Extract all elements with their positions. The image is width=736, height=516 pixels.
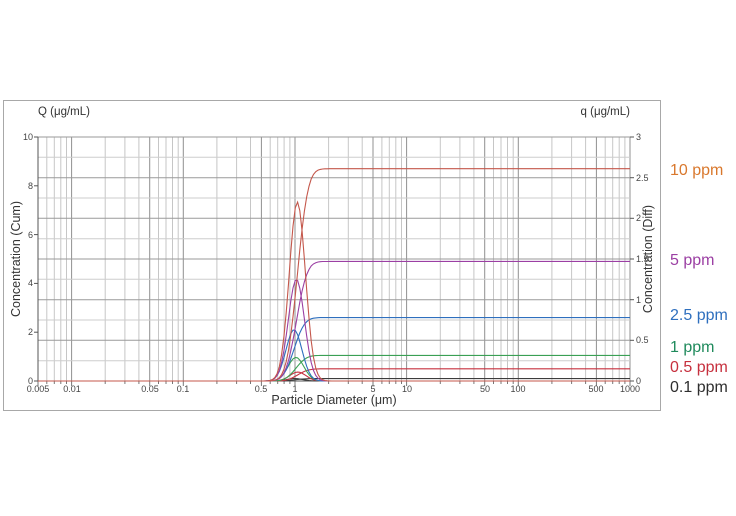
y-right-tick-label: 1.5 [636,254,649,264]
y-right-tick-label: 0.5 [636,335,649,345]
x-tick-label: 0.05 [141,384,159,394]
y-right-tick-label: 0 [636,376,642,386]
x-tick-label: 10 [401,384,413,394]
x-tick-label: 500 [588,384,604,394]
x-tick-label: 0.005 [26,384,50,394]
x-tick-label: 1 [292,384,298,394]
legend-item-25ppm: 2.5 ppm [670,307,728,324]
chart-panel [3,100,661,411]
y-left-header: Q (μg/mL) [38,106,90,118]
legend-item-5ppm: 5 ppm [670,252,715,269]
x-tick-label: 5 [370,384,376,394]
y-right-tick-label: 2.5 [636,173,649,183]
legend-item-1ppm: 1 ppm [670,339,715,356]
y-left-tick-label: 2 [27,327,33,337]
x-tick-label: 1000 [619,384,641,394]
x-tick-label: 0.5 [254,384,268,394]
x-tick-label: 50 [479,384,491,394]
x-tick-label: 100 [510,384,526,394]
legend-item-10ppm: 10 ppm [670,162,724,179]
y-right-tick-label: 2 [636,213,642,223]
x-axis-title: Particle Diameter (μm) [271,393,397,407]
x-tick-label: 0.1 [176,384,190,394]
y-left-tick-label: 4 [27,278,33,288]
y-left-axis-title: Concentration (Cum) [9,200,23,318]
y-left-tick-label: 0 [27,376,33,386]
y-right-tick-label: 3 [636,132,642,142]
y-right-header: q (μg/mL) [580,106,630,118]
legend-item-01ppm: 0.1 ppm [670,379,728,396]
x-tick-label: 0.01 [63,384,81,394]
y-left-tick-label: 6 [27,230,33,240]
y-left-tick-label: 8 [27,181,33,191]
legend-item-05ppm: 0.5 ppm [670,359,728,376]
y-right-tick-label: 1 [636,295,642,305]
y-left-tick-label: 10 [22,132,33,142]
